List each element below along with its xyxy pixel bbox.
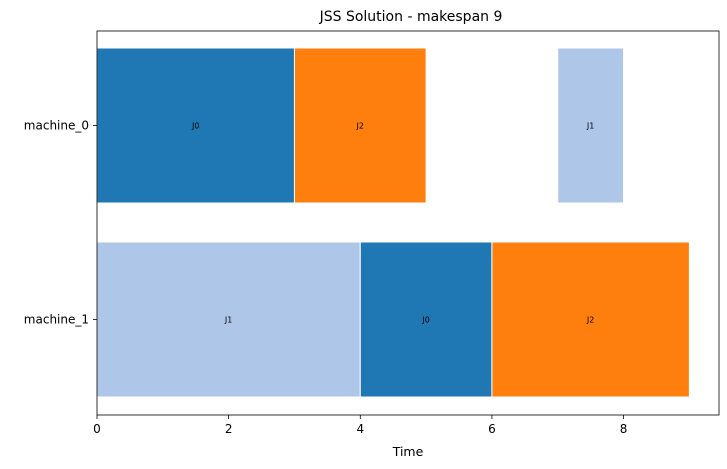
task-bar-machine_1-j1: [96, 241, 361, 398]
axes-group: 0 2 4 6 8 machine_0 machine_1: [24, 30, 720, 436]
task-label-machine_0-j0: J0: [191, 122, 199, 131]
task-bar-machine_1-j0: [359, 241, 493, 398]
task-bar-machine_1-j2: [491, 241, 690, 398]
task-bar-machine_0-j2: [293, 47, 427, 204]
x-tick-label-6: 6: [488, 422, 496, 436]
y-tick-label-machine_1: machine_1: [24, 313, 89, 327]
y-tick-label-machine_0: machine_0: [24, 119, 89, 133]
chart-title: JSS Solution - makespan 9: [319, 9, 503, 25]
x-tick-label-8: 8: [620, 422, 628, 436]
task-bar-machine_0-j1: [557, 47, 625, 204]
plot-frame: [96, 30, 720, 416]
bars-group: J0 J2 J1 J1 J0 J2: [96, 47, 690, 398]
x-tick-label-0: 0: [93, 422, 101, 436]
task-label-machine_1-j0: J0: [421, 316, 429, 325]
task-label-machine_1-j1: J1: [224, 316, 232, 325]
task-label-machine_0-j1: J1: [586, 122, 594, 131]
x-tick-label-2: 2: [225, 422, 233, 436]
task-label-machine_0-j2: J2: [356, 122, 364, 131]
task-bar-machine_0-j0: [96, 47, 295, 204]
x-tick-label-4: 4: [356, 422, 364, 436]
task-label-machine_1-j2: J2: [586, 316, 594, 325]
x-axis-label: Time: [392, 444, 424, 459]
